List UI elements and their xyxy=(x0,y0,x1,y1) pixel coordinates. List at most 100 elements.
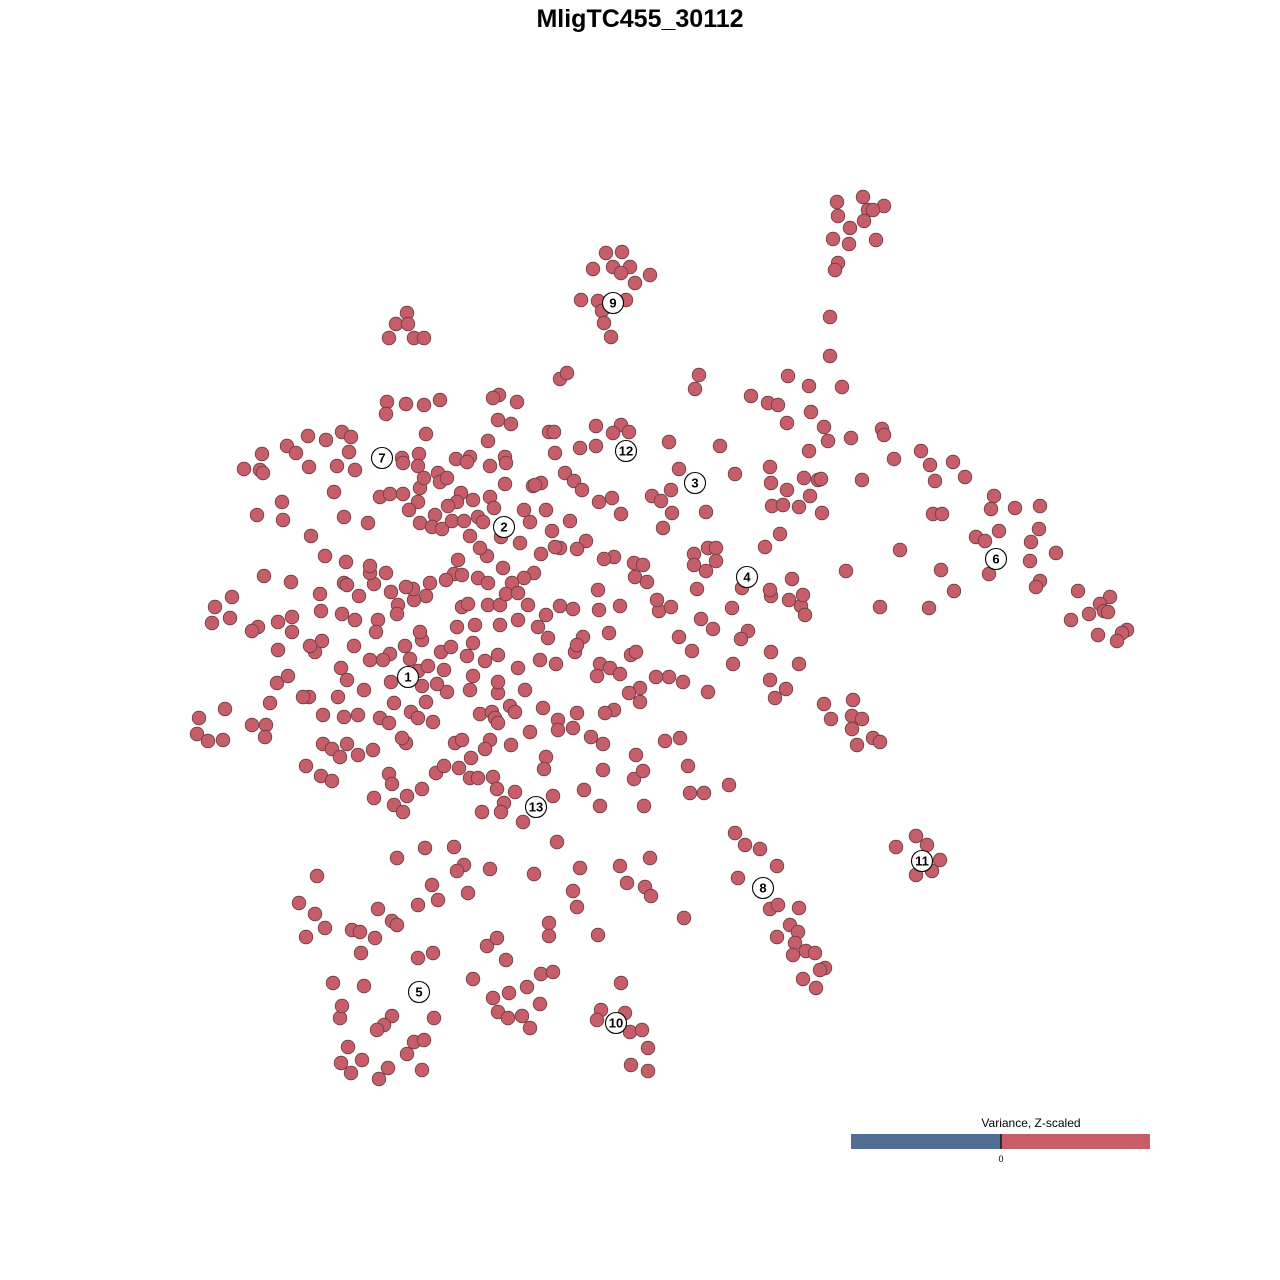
data-point xyxy=(432,392,448,408)
data-point xyxy=(574,482,590,498)
data-point xyxy=(340,1039,356,1055)
data-point xyxy=(490,412,506,428)
data-point xyxy=(418,694,434,710)
data-point xyxy=(661,434,677,450)
data-point xyxy=(490,715,506,731)
data-point xyxy=(510,612,526,628)
cluster-label-6: 6 xyxy=(984,547,1008,571)
data-point xyxy=(576,782,592,798)
data-point xyxy=(507,784,523,800)
data-point xyxy=(778,681,794,697)
data-point xyxy=(381,330,397,346)
data-point xyxy=(516,502,532,518)
data-point xyxy=(868,232,884,248)
data-point xyxy=(343,429,359,445)
data-point xyxy=(463,750,479,766)
data-point xyxy=(1022,553,1038,569)
data-point xyxy=(597,705,613,721)
data-point xyxy=(425,945,441,961)
data-point xyxy=(255,465,271,481)
data-point xyxy=(270,614,286,630)
points-layer xyxy=(189,189,1135,1087)
data-point xyxy=(796,470,812,486)
data-point xyxy=(459,454,475,470)
data-point xyxy=(426,1010,442,1026)
colorbar-high-segment xyxy=(1001,1134,1150,1149)
data-point xyxy=(536,761,552,777)
data-point xyxy=(1090,627,1106,643)
cluster-label-text: 1 xyxy=(404,670,411,685)
data-point xyxy=(635,557,651,573)
data-point xyxy=(526,866,542,882)
data-point xyxy=(500,1010,516,1026)
data-point xyxy=(424,877,440,893)
data-point xyxy=(490,647,506,663)
data-point xyxy=(565,720,581,736)
data-point xyxy=(480,597,496,613)
data-point xyxy=(318,432,334,448)
data-point xyxy=(204,615,220,631)
cluster-label-marker xyxy=(492,515,516,539)
data-point xyxy=(977,533,993,549)
data-point xyxy=(908,828,924,844)
cluster-label-8: 8 xyxy=(751,876,775,900)
data-point xyxy=(224,589,240,605)
data-point xyxy=(1028,579,1044,595)
data-point xyxy=(822,309,838,325)
data-point xyxy=(544,523,560,539)
data-point xyxy=(371,1071,387,1087)
data-point xyxy=(612,666,628,682)
data-point xyxy=(791,900,807,916)
data-point xyxy=(411,446,427,462)
data-point xyxy=(552,598,568,614)
data-point xyxy=(640,1063,656,1079)
data-point xyxy=(698,504,714,520)
colorbar-low-segment xyxy=(851,1134,1001,1149)
data-point xyxy=(769,929,785,945)
data-point xyxy=(945,454,961,470)
data-point xyxy=(489,930,505,946)
data-point xyxy=(986,488,1002,504)
data-point xyxy=(347,462,363,478)
data-point xyxy=(657,733,673,749)
data-point xyxy=(298,929,314,945)
data-point xyxy=(934,506,950,522)
data-point xyxy=(386,695,402,711)
data-point xyxy=(517,682,533,698)
data-point xyxy=(727,825,743,841)
data-point xyxy=(712,438,728,454)
data-point xyxy=(1063,612,1079,628)
data-point xyxy=(356,682,372,698)
data-point xyxy=(834,379,850,395)
data-point xyxy=(412,515,428,531)
data-point xyxy=(384,776,400,792)
data-point xyxy=(288,445,304,461)
data-point xyxy=(550,722,566,738)
data-point xyxy=(443,639,459,655)
data-point xyxy=(530,619,546,635)
data-point xyxy=(653,493,669,509)
data-point xyxy=(822,348,838,364)
data-point xyxy=(621,424,637,440)
data-point xyxy=(872,599,888,615)
data-point xyxy=(275,512,291,528)
data-point xyxy=(367,930,383,946)
data-point xyxy=(547,539,563,555)
data-point xyxy=(410,494,426,510)
data-point xyxy=(352,924,368,940)
data-point xyxy=(336,509,352,525)
data-point xyxy=(919,837,935,853)
data-point xyxy=(370,612,386,628)
cluster-label-marker xyxy=(751,876,775,900)
data-point xyxy=(416,330,432,346)
cluster-label-text: 11 xyxy=(915,854,929,869)
data-point xyxy=(743,388,759,404)
data-point xyxy=(379,394,395,410)
data-point xyxy=(927,473,943,489)
data-point xyxy=(350,707,366,723)
data-point xyxy=(1023,534,1039,550)
data-point xyxy=(812,962,828,978)
data-point xyxy=(763,644,779,660)
data-point xyxy=(362,558,378,574)
data-point xyxy=(420,658,436,674)
